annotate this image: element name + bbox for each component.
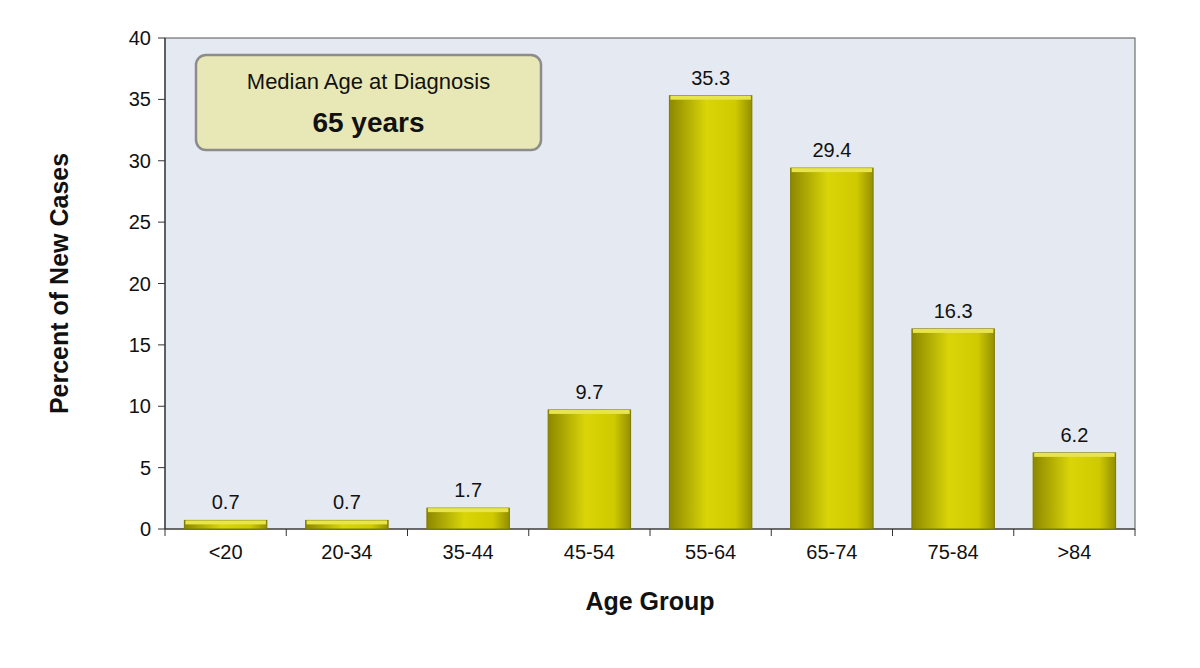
y-tick	[158, 99, 165, 100]
y-tick	[158, 160, 165, 161]
y-tick-label: 0	[140, 518, 151, 540]
x-tick	[528, 529, 529, 536]
bar	[306, 520, 388, 529]
y-tick-label: 35	[129, 88, 151, 110]
data-label: 16.3	[934, 300, 973, 322]
y-axis-title: Percent of New Cases	[45, 153, 73, 414]
bar-cap	[1034, 453, 1114, 457]
data-label: 0.7	[212, 491, 240, 513]
data-label: 6.2	[1060, 424, 1088, 446]
bar	[548, 410, 630, 529]
y-tick	[158, 529, 165, 530]
y-tick-label: 20	[129, 273, 151, 295]
x-tick	[165, 529, 166, 536]
chart-svg: 0 5 10 15 20 25 30 35 40 0.7 0.7 1.7 9.7 35.3 29.4 16.3…	[0, 0, 1200, 668]
x-tick-label: 20-34	[321, 541, 372, 563]
bar	[791, 168, 873, 529]
y-tick	[158, 406, 165, 407]
bar-cap	[307, 520, 387, 524]
x-tick	[892, 529, 893, 536]
data-label: 35.3	[691, 67, 730, 89]
y-tick-label: 30	[129, 150, 151, 172]
x-tick	[407, 529, 408, 536]
y-tick-label: 15	[129, 334, 151, 356]
data-label: 1.7	[454, 479, 482, 501]
x-tick-label: <20	[209, 541, 243, 563]
x-tick-label: 75-84	[928, 541, 979, 563]
x-tick-label: 55-64	[685, 541, 736, 563]
data-label: 29.4	[812, 139, 851, 161]
x-tick	[1013, 529, 1014, 536]
chart-root: 0 5 10 15 20 25 30 35 40 0.7 0.7 1.7 9.7 35.3 29.4 16.3…	[0, 0, 1200, 668]
bar	[1033, 453, 1115, 529]
y-tick	[158, 344, 165, 345]
y-tick	[158, 467, 165, 468]
data-label: 9.7	[575, 381, 603, 403]
x-tick	[650, 529, 651, 536]
y-tick-label: 5	[140, 457, 151, 479]
bar-cap	[792, 168, 872, 172]
x-tick-label: 35-44	[443, 541, 494, 563]
annotation-box	[196, 55, 541, 150]
y-tick	[158, 283, 165, 284]
bar	[669, 96, 751, 529]
x-tick	[1135, 529, 1136, 536]
annotation-text: Median Age at Diagnosis	[247, 69, 490, 94]
x-tick-label: >84	[1057, 541, 1091, 563]
x-tick-label: 65-74	[806, 541, 857, 563]
y-tick	[158, 222, 165, 223]
bar-cap	[670, 96, 750, 100]
plot-area	[165, 38, 1135, 529]
x-tick	[286, 529, 287, 536]
y-tick	[158, 38, 165, 39]
annotation-text: 65 years	[312, 107, 424, 138]
bar	[427, 508, 509, 529]
bar-cap	[428, 508, 508, 512]
bar	[184, 520, 266, 529]
x-tick-label: 45-54	[564, 541, 615, 563]
bar-cap	[549, 410, 629, 414]
y-tick-label: 40	[129, 27, 151, 49]
x-axis-title: Age Group	[585, 587, 714, 615]
y-tick-label: 10	[129, 395, 151, 417]
y-tick-label: 25	[129, 211, 151, 233]
y-axis-line	[164, 38, 165, 529]
bar-cap	[185, 520, 265, 524]
bar-cap	[913, 329, 993, 333]
bar	[912, 329, 994, 529]
data-label: 0.7	[333, 491, 361, 513]
x-tick	[771, 529, 772, 536]
bars	[184, 96, 1115, 529]
